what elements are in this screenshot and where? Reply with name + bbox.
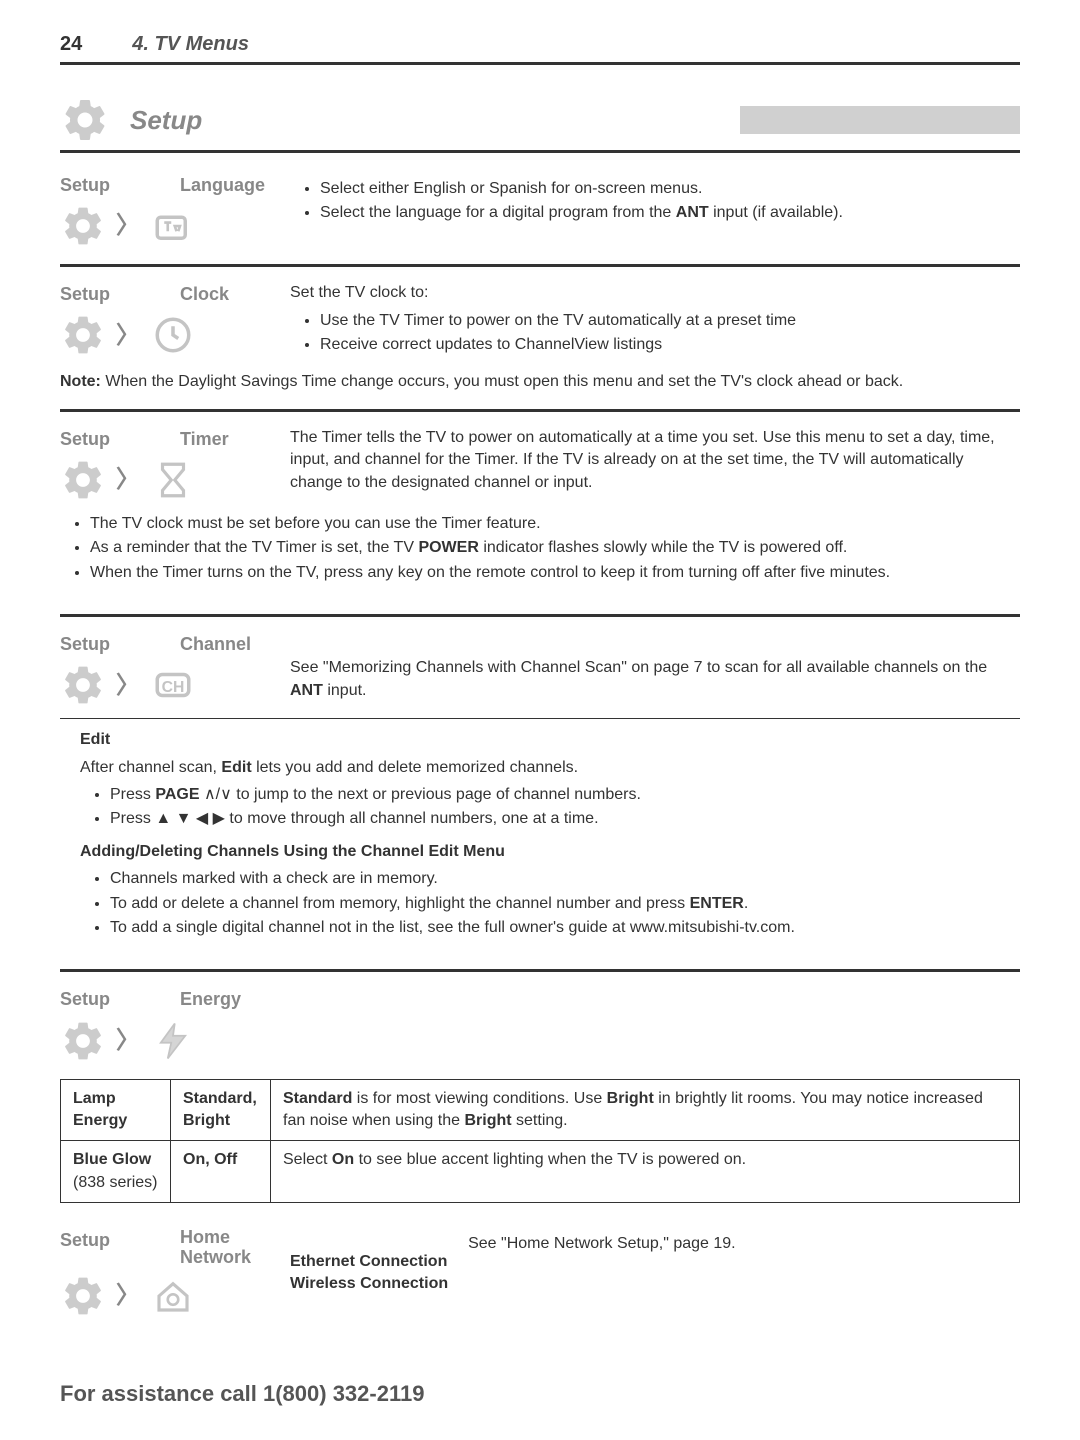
add-bullet-1: Channels marked with a check are in memo… (110, 868, 1020, 890)
gray-bar (740, 106, 1020, 134)
chevron-right-icon: 〉 (116, 209, 140, 243)
clock-bullet-1: Use the TV Timer to power on the TV auto… (320, 310, 1020, 332)
edit-title: Edit (80, 729, 1020, 751)
divider (60, 409, 1020, 412)
nav-label-setup: Setup (60, 427, 140, 452)
divider (60, 969, 1020, 972)
timer-bullet-1: The TV clock must be set before you can … (90, 513, 1020, 535)
setup-main-title: Setup (130, 102, 202, 138)
table-row: Blue Glow (838 series) On, Off Select On… (61, 1141, 1020, 1203)
adding-title: Adding/Deleting Channels Using the Chann… (80, 841, 1020, 863)
cell-lamp-desc: Standard is for most viewing conditions.… (271, 1079, 1020, 1141)
nav-label-setup: Setup (60, 1228, 140, 1268)
gear-icon (60, 457, 106, 503)
edit-bullet-1: Press PAGE ∧/∨ to jump to the next or pr… (110, 784, 1020, 806)
lightning-icon (150, 1018, 196, 1064)
timer-para: The Timer tells the TV to power on autom… (290, 427, 1020, 494)
channel-icon: CH (150, 662, 196, 708)
chevron-right-icon: 〉 (116, 319, 140, 353)
chevron-right-icon: 〉 (116, 1279, 140, 1313)
nav-label-setup: Setup (60, 173, 140, 198)
page-header: 24 4. TV Menus (60, 30, 1020, 65)
timer-bullet-3: When the Timer turns on the TV, press an… (90, 562, 1020, 584)
nav-label-setup: Setup (60, 632, 140, 657)
language-bullet-1: Select either English or Spanish for on-… (320, 178, 1020, 200)
cell-blueglow-desc: Select On to see blue accent lighting wh… (271, 1141, 1020, 1203)
add-bullet-3: To add a single digital channel not in t… (110, 917, 1020, 939)
clock-note: Note: When the Daylight Savings Time cha… (60, 371, 1020, 393)
clock-section: Setup Clock 〉 Set the TV clock to: Use t… (60, 282, 1020, 394)
timer-section: Setup Timer 〉 The Timer tells the TV to … (60, 427, 1020, 584)
nav-label-language: Language (180, 173, 265, 198)
main-setup-block: Setup (60, 95, 202, 145)
divider (60, 264, 1020, 267)
thin-divider (60, 718, 1020, 719)
gear-icon (60, 662, 106, 708)
page-number: 24 (60, 30, 82, 58)
language-bullet-2: Select the language for a digital progra… (320, 202, 1020, 224)
hourglass-icon (150, 457, 196, 503)
chapter-title: 4. TV Menus (132, 30, 249, 58)
network-section: Setup Home Network 〉 Ethernet Connection… (60, 1228, 1020, 1319)
chevron-right-icon: 〉 (116, 669, 140, 703)
edit-intro: After channel scan, Edit lets you add an… (80, 757, 1020, 779)
svg-text:CH: CH (162, 679, 185, 696)
clock-bullet-2: Receive correct updates to ChannelView l… (320, 334, 1020, 356)
clock-intro: Set the TV clock to: (290, 282, 1020, 304)
gear-icon (60, 95, 110, 145)
cell-standard-bright: Standard, Bright (171, 1079, 271, 1141)
cell-blue-glow: Blue Glow (838 series) (61, 1141, 171, 1203)
table-row: Lamp Energy Standard, Bright Standard is… (61, 1079, 1020, 1141)
nav-label-timer: Timer (180, 427, 260, 452)
language-section: Setup Language 〉 Select either English o… (60, 173, 1020, 249)
gear-icon (60, 312, 106, 358)
gear-icon (60, 1273, 106, 1319)
edit-bullet-2: Press ▲ ▼ ◀ ▶ to move through all channe… (110, 808, 1020, 830)
channel-para: See "Memorizing Channels with Channel Sc… (290, 657, 1020, 702)
network-ref: See "Home Network Setup," page 19. (468, 1228, 736, 1255)
channel-section: Setup Channel 〉 CH See "Memorizing Chann… (60, 632, 1020, 939)
cell-on-off: On, Off (171, 1141, 271, 1203)
language-icon (150, 203, 196, 249)
gear-icon (60, 203, 106, 249)
clock-icon (150, 312, 196, 358)
divider (60, 614, 1020, 617)
nav-label-channel: Channel (180, 632, 260, 657)
footer-assistance: For assistance call 1(800) 332-2119 (60, 1379, 1020, 1410)
gear-icon (60, 1018, 106, 1064)
nav-label-clock: Clock (180, 282, 260, 307)
add-bullet-2: To add or delete a channel from memory, … (110, 893, 1020, 915)
cell-lamp-energy: Lamp Energy (61, 1079, 171, 1141)
home-network-icon (150, 1273, 196, 1319)
nav-label-energy: Energy (180, 987, 260, 1012)
network-connection-labels: Ethernet Connection Wireless Connection (290, 1251, 448, 1296)
main-setup-title-row: Setup (60, 95, 1020, 153)
energy-table: Lamp Energy Standard, Bright Standard is… (60, 1079, 1020, 1204)
nav-label-home-network: Home Network (180, 1228, 260, 1268)
nav-label-setup: Setup (60, 282, 140, 307)
energy-section: Setup Energy 〉 Lamp Energy Standard, Bri… (60, 987, 1020, 1203)
nav-label-setup: Setup (60, 987, 140, 1012)
chevron-right-icon: 〉 (116, 463, 140, 497)
wireless-label: Wireless Connection (290, 1273, 448, 1295)
chevron-right-icon: 〉 (116, 1024, 140, 1058)
ethernet-label: Ethernet Connection (290, 1251, 448, 1273)
timer-bullet-2: As a reminder that the TV Timer is set, … (90, 537, 1020, 559)
